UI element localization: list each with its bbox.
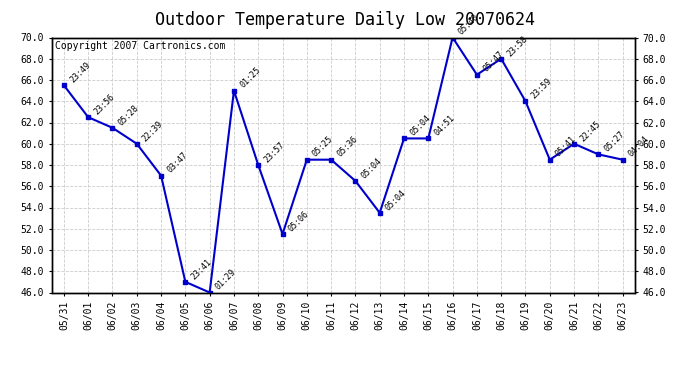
Text: 23:58: 23:58 [505,34,529,58]
Text: 01:29: 01:29 [214,268,238,292]
Text: 05:06: 05:06 [287,209,310,233]
Text: 05:04: 05:04 [359,156,384,180]
Text: Outdoor Temperature Daily Low 20070624: Outdoor Temperature Daily Low 20070624 [155,11,535,29]
Text: 05:27: 05:27 [602,129,627,154]
Text: 04:51: 04:51 [433,114,457,138]
Text: 04:04: 04:04 [627,135,651,159]
Text: 22:45: 22:45 [578,119,602,143]
Text: 05:25: 05:25 [311,135,335,159]
Text: 05:47: 05:47 [481,50,505,74]
Text: 05:36: 05:36 [335,135,359,159]
Text: 05:41: 05:41 [554,135,578,159]
Text: 23:56: 23:56 [92,92,117,116]
Text: 23:59: 23:59 [530,76,553,101]
Text: 23:49: 23:49 [68,60,92,84]
Text: 01:25: 01:25 [238,66,262,90]
Text: Copyright 2007 Cartronics.com: Copyright 2007 Cartronics.com [55,41,225,51]
Text: 05:40: 05:40 [457,13,481,37]
Text: 05:04: 05:04 [408,114,432,138]
Text: 23:57: 23:57 [262,140,286,164]
Text: 22:39: 22:39 [141,119,165,143]
Text: 03:47: 03:47 [165,151,189,175]
Text: 05:04: 05:04 [384,188,408,212]
Text: 05:28: 05:28 [117,103,141,127]
Text: 23:41: 23:41 [190,257,214,281]
